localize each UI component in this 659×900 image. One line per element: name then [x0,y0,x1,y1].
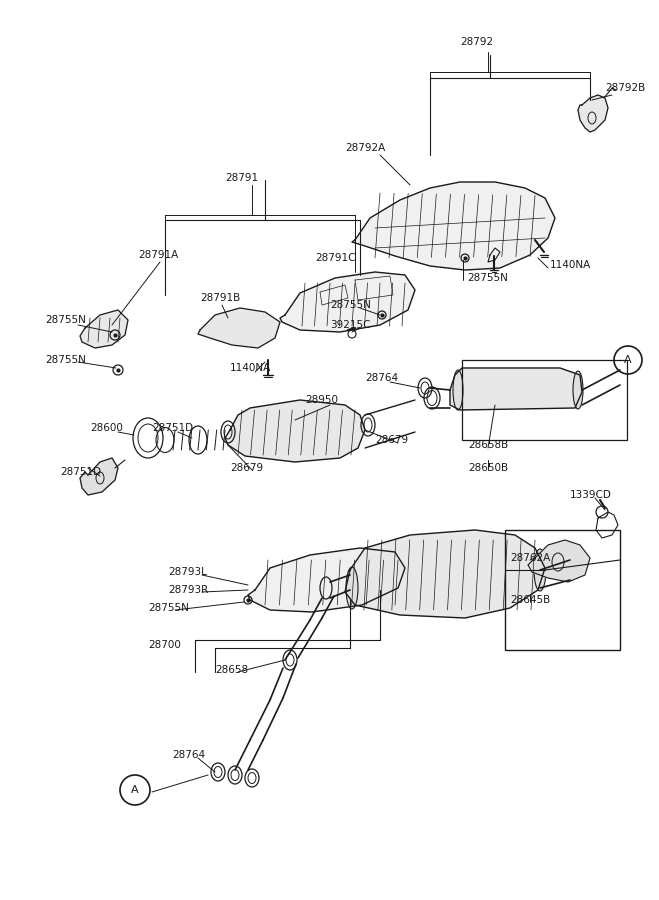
Polygon shape [80,310,128,348]
Text: 28658B: 28658B [468,440,508,450]
Text: 1339CD: 1339CD [570,490,612,500]
Polygon shape [528,540,590,582]
Text: 28762A: 28762A [510,553,550,563]
Text: 28679: 28679 [230,463,263,473]
Text: 39215C: 39215C [330,320,370,330]
Text: 28755N: 28755N [467,273,508,283]
Ellipse shape [453,370,463,410]
Text: 28650B: 28650B [468,463,508,473]
Polygon shape [198,308,280,348]
Ellipse shape [565,560,575,580]
Text: 28791: 28791 [225,173,258,183]
Text: 28755N: 28755N [45,315,86,325]
Text: 28791C: 28791C [315,253,355,263]
Text: 28645B: 28645B [510,595,550,605]
Polygon shape [578,95,608,132]
Bar [505,530,620,650]
Text: 28793R: 28793R [168,585,208,595]
Text: 28600: 28600 [90,423,123,433]
Bar [462,360,627,440]
Text: 28791B: 28791B [200,293,241,303]
Text: 28792B: 28792B [605,83,645,93]
Polygon shape [248,548,405,612]
Text: 28751D: 28751D [60,467,101,477]
Text: 28764: 28764 [365,373,398,383]
Ellipse shape [346,567,358,609]
Text: 28658: 28658 [215,665,248,675]
Polygon shape [225,400,365,462]
Text: 28792A: 28792A [345,143,386,153]
Polygon shape [80,458,118,495]
Text: 28679: 28679 [375,435,408,445]
Text: 1140NA: 1140NA [550,260,591,270]
Text: A: A [624,355,632,365]
Polygon shape [345,530,545,618]
Text: 28755N: 28755N [45,355,86,365]
Text: 28755N: 28755N [148,603,189,613]
Text: 1140NA: 1140NA [230,363,272,373]
Text: 28700: 28700 [148,640,181,650]
Text: 28792: 28792 [460,37,493,47]
Text: 28793L: 28793L [168,567,207,577]
Text: 28764: 28764 [172,750,205,760]
Text: 28950: 28950 [305,395,338,405]
Text: A: A [131,785,139,795]
Ellipse shape [573,371,583,409]
Polygon shape [450,368,582,410]
Polygon shape [280,272,415,332]
Polygon shape [352,182,555,270]
Ellipse shape [534,549,546,591]
Text: 28751D: 28751D [152,423,193,433]
Text: 28791A: 28791A [138,250,178,260]
Text: 28755N: 28755N [330,300,371,310]
